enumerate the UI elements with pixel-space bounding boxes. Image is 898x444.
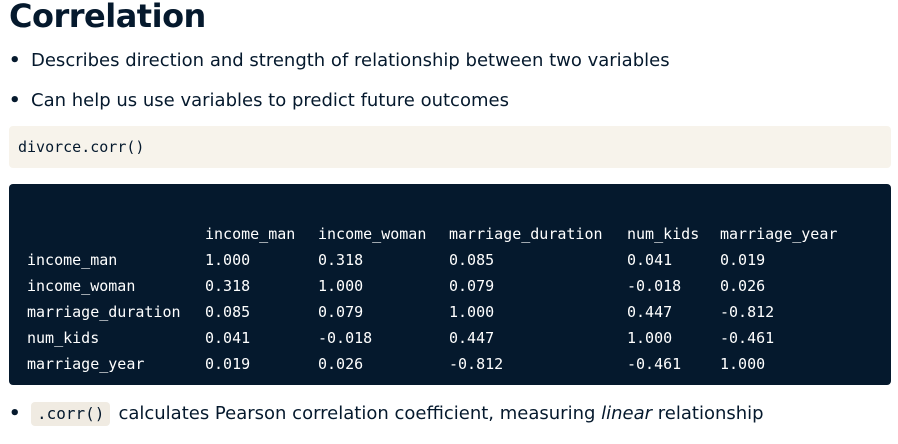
table-cell: 0.041 [205, 329, 251, 347]
table-cell: -0.018 [318, 329, 373, 347]
table-cell: 0.079 [449, 277, 495, 295]
table-cell: 1.000 [205, 251, 251, 269]
row-label: num_kids [27, 329, 100, 347]
column-header: income_woman [318, 225, 427, 243]
row-label: marriage_year [27, 355, 145, 373]
table-cell: -0.461 [627, 355, 682, 373]
table-cell: 0.447 [449, 329, 495, 347]
bullet-text: calculates Pearson correlation coefficie… [118, 403, 596, 424]
bullet-dot-icon: • [9, 50, 21, 71]
table-cell: -0.812 [720, 303, 775, 321]
row-label: marriage_duration [27, 303, 181, 321]
table-cell: -0.018 [627, 277, 682, 295]
bullet-dot-icon: • [9, 403, 21, 424]
emphasis-text: linear [601, 403, 653, 424]
code-input-block: divorce.corr() [9, 126, 891, 168]
table-cell: 0.026 [720, 277, 766, 295]
table-cell: 0.026 [318, 355, 364, 373]
table-cell: 0.019 [720, 251, 766, 269]
row-label: income_woman [27, 277, 136, 295]
table-cell: 0.079 [318, 303, 364, 321]
row-label: income_man [27, 251, 118, 269]
code-output-block: income_man income_woman marriage_duratio… [9, 184, 891, 385]
table-cell: 0.041 [627, 251, 673, 269]
column-header: marriage_year [720, 225, 838, 243]
bullet-text: Can help us use variables to predict fut… [31, 90, 509, 111]
table-cell: 0.447 [627, 303, 673, 321]
table-cell: 1.000 [720, 355, 766, 373]
table-cell: 0.085 [449, 251, 495, 269]
table-cell: -0.812 [449, 355, 504, 373]
table-cell: 0.318 [205, 277, 251, 295]
column-header: marriage_duration [449, 225, 603, 243]
bullet-text: relationship [657, 403, 764, 424]
bullet-item: • .corr() calculates Pearson correlation c… [9, 402, 764, 426]
table-cell: 0.019 [205, 355, 251, 373]
table-cell: 1.000 [627, 329, 673, 347]
table-cell: 1.000 [318, 277, 364, 295]
table-cell: 0.085 [205, 303, 251, 321]
column-header: income_man [205, 225, 296, 243]
bullet-text: Describes direction and strength of rela… [31, 50, 670, 71]
bullet-item: • Describes direction and strength of rel… [9, 49, 670, 73]
inline-code: .corr() [31, 402, 111, 426]
bullet-item: • Can help us use variables to predict fu… [9, 89, 509, 113]
page-title: Correlation [9, 0, 206, 35]
column-header: num_kids [627, 225, 700, 243]
table-cell: 1.000 [449, 303, 495, 321]
table-cell: 0.318 [318, 251, 364, 269]
table-cell: -0.461 [720, 329, 775, 347]
bullet-dot-icon: • [9, 90, 21, 111]
